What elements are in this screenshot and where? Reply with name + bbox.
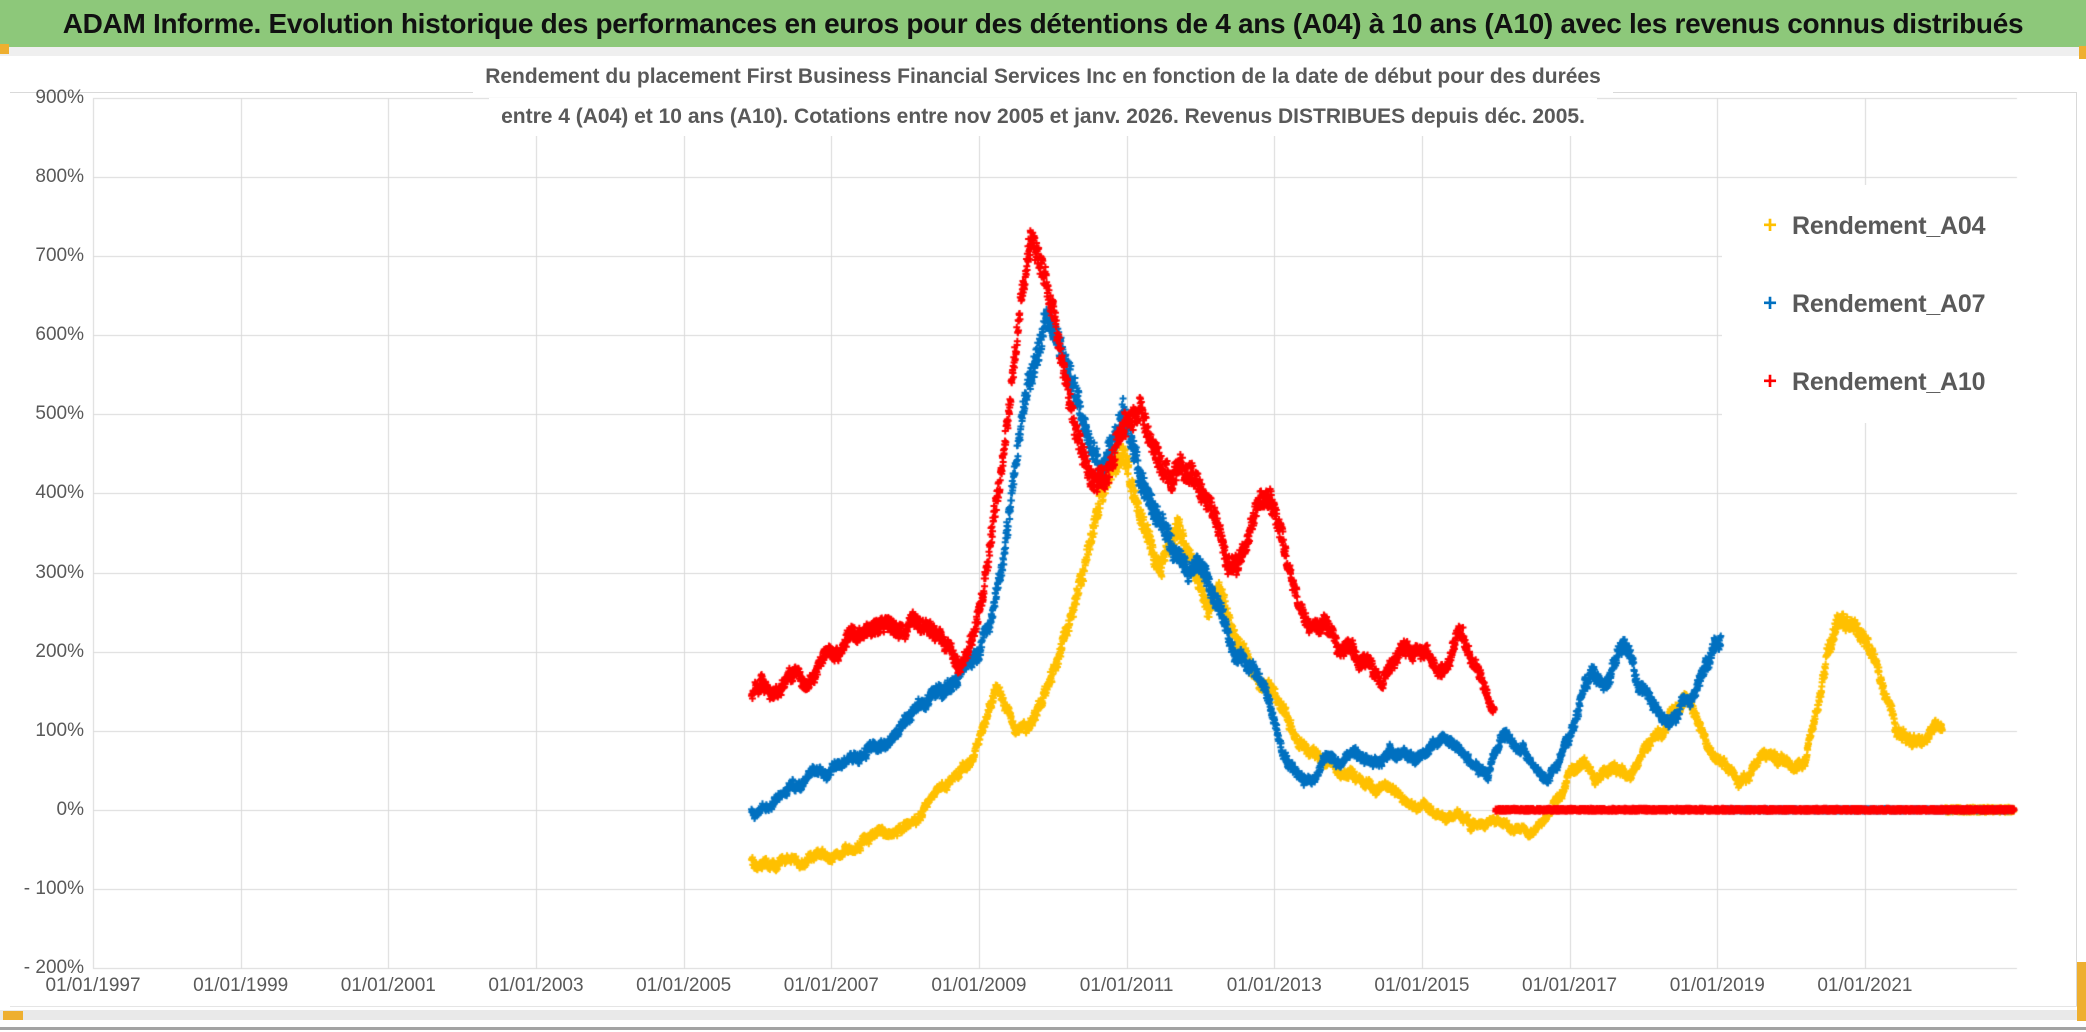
y-tick-label: - 200% <box>23 957 84 978</box>
x-tick-label: 01/01/2017 <box>1522 975 1618 996</box>
plus-marker-icon: + <box>1762 212 1777 239</box>
x-tick-label: 01/01/2007 <box>783 975 879 996</box>
x-tick-label: 01/01/2011 <box>1079 975 1174 996</box>
x-tick-label: 01/01/2003 <box>488 975 584 996</box>
x-tick-label: 01/01/2005 <box>636 975 732 996</box>
legend: + Rendement_A04 + Rendement_A07 + Rendement_A… <box>1722 185 2070 423</box>
x-tick-label: 01/01/2013 <box>1226 975 1322 996</box>
chart-title-line1: Rendement du placement First Business Fi… <box>473 58 1613 96</box>
legend-item: + Rendement_A07 <box>1722 269 2070 339</box>
legend-item-label: Rendement_A07 <box>1792 289 1986 318</box>
y-tick-label: 300% <box>35 561 84 583</box>
y-tick-label: 900% <box>35 87 84 108</box>
y-tick-label: 500% <box>35 403 84 425</box>
legend-item: + Rendement_A04 <box>1722 191 2070 261</box>
legend-item-label: Rendement_A04 <box>1792 211 1986 240</box>
corner-accent-bottom-left <box>3 1011 23 1020</box>
y-tick-label: 200% <box>35 640 84 662</box>
chart-title-line2: entre 4 (A04) et 10 ans (A10). Cotations… <box>489 98 1597 136</box>
x-tick-label: 01/01/2021 <box>1817 975 1913 996</box>
x-tick-label: 01/01/1999 <box>193 975 289 996</box>
x-tick-label: 01/01/1997 <box>45 975 141 996</box>
y-tick-label: 0% <box>56 798 84 820</box>
corner-accent-top-right <box>2079 46 2086 59</box>
x-tick-label: 01/01/2009 <box>931 975 1027 996</box>
y-tick-label: 700% <box>35 245 84 267</box>
legend-item-label: Rendement_A10 <box>1792 367 1986 396</box>
corner-accent-top-left <box>0 44 9 54</box>
x-tick-label: 01/01/2015 <box>1374 975 1470 996</box>
x-tick-label: 01/01/2019 <box>1669 975 1765 996</box>
y-tick-label: 600% <box>35 324 84 346</box>
plus-marker-icon: + <box>1762 290 1777 317</box>
plus-marker-icon: + <box>1762 368 1777 395</box>
chart-title: Rendement du placement First Business Fi… <box>0 58 2086 138</box>
y-tick-label: - 100% <box>23 877 84 899</box>
y-tick-label: 800% <box>35 166 84 188</box>
x-tick-label: 01/01/2001 <box>340 975 436 996</box>
corner-accent-bottom-right <box>2077 962 2086 1021</box>
legend-item: + Rendement_A10 <box>1722 347 2070 417</box>
y-tick-label: 100% <box>35 719 84 741</box>
y-tick-label: 400% <box>35 482 84 504</box>
